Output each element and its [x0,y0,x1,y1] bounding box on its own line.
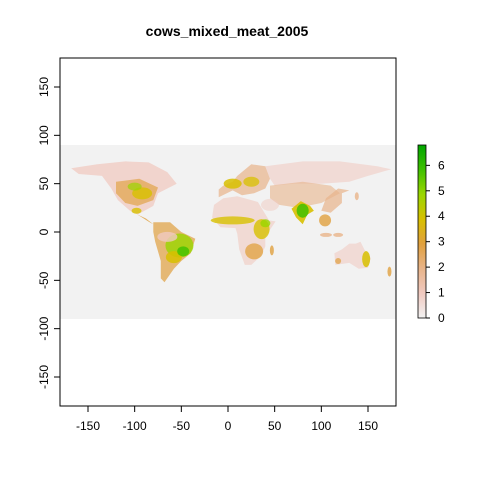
legend-tick-label: 4 [438,209,445,223]
y-tick-label: 50 [37,177,51,191]
x-tick-label: 50 [268,419,282,433]
y-tick-label: -50 [37,271,51,289]
australia-east [362,251,371,268]
x-tick-label: -150 [76,419,100,433]
legend-tick-label: 6 [438,158,445,172]
legend-ticks: 6 5 4 3 2 1 0 [426,158,445,325]
australia [334,241,371,269]
y-tick-label: -100 [37,316,51,340]
na-hotspot-2 [127,182,142,191]
y-tick-label: 0 [37,228,51,235]
australia-west [335,258,342,264]
y-tick-label: -150 [37,365,51,389]
japan [354,192,359,201]
india-hotspot [296,203,309,218]
legend-tick-label: 0 [438,311,445,325]
central-asia [270,181,340,208]
land-density-layer [71,156,392,283]
amazon [157,231,178,242]
north-asia [265,161,392,186]
europe-hotspot-2 [243,176,260,187]
east-asia [321,188,350,213]
central-america [137,214,154,225]
sa-hotspot-3 [177,246,190,257]
arctic-north [172,156,200,169]
southern-africa [245,243,264,260]
middle-east [261,198,279,211]
legend-color-bar [417,144,427,319]
madagascar [269,245,274,256]
sahel [210,216,255,225]
x-axis: -150 -100 -50 0 50 100 150 [76,405,378,433]
chart-title: cows_mixed_meat_2005 [146,23,309,39]
legend-tick-label: 3 [438,235,445,249]
x-tick-label: -100 [123,419,147,433]
na-hotspot-3 [131,207,142,214]
x-tick-label: -50 [173,419,191,433]
sa-hotspot-2 [165,251,182,264]
x-tick-label: 0 [225,419,232,433]
europe-hotspot-1 [223,178,242,189]
legend-tick-label: 2 [438,260,445,274]
y-tick-label: 150 [37,77,51,97]
indonesia-2 [333,232,344,237]
se-asia [319,214,332,227]
na-hotspot-1 [132,187,153,200]
y-tick-label: 100 [37,125,51,145]
new-zealand [387,266,392,277]
y-axis: 150 100 50 0 -50 -100 -150 [37,77,61,389]
ethiopia [260,219,271,228]
indonesia-1 [320,232,332,237]
x-tick-label: 150 [358,419,378,433]
legend-tick-label: 5 [438,184,445,198]
legend-tick-label: 1 [438,286,445,300]
color-legend: 6 5 4 3 2 1 0 [417,144,445,325]
x-tick-label: 100 [311,419,331,433]
